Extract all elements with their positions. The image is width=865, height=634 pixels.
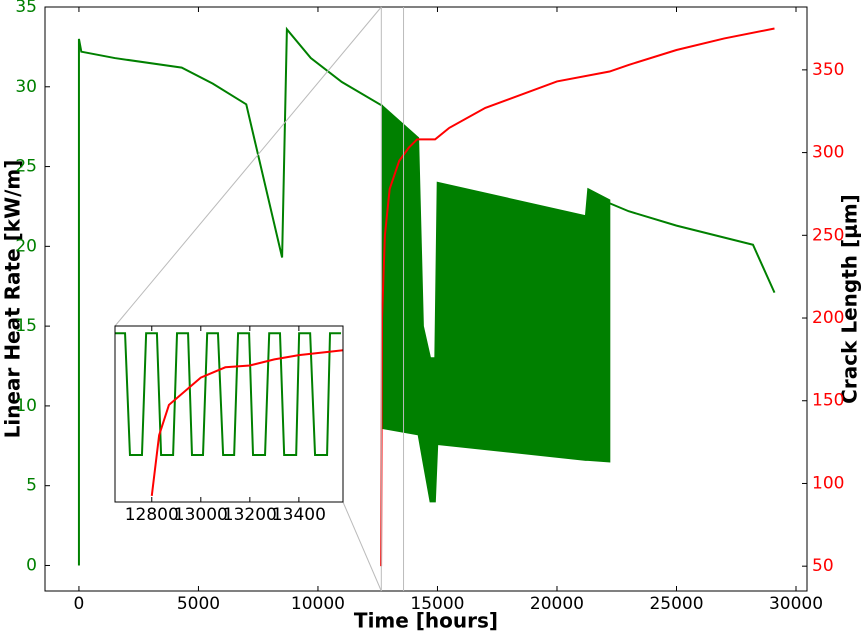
- plot-frame: [44, 6, 808, 592]
- data-line: [150, 349, 343, 497]
- y2-tick-label: 250: [812, 225, 844, 245]
- y-tick-label: 0: [26, 555, 37, 575]
- plot-area: [45, 7, 807, 591]
- x-tick-label: 13400: [272, 505, 326, 525]
- x-tick-label: 20000: [530, 594, 584, 614]
- y2-axis-label: Crack Length [μm]: [838, 194, 862, 404]
- y-tick-label: 25: [15, 157, 37, 177]
- zoom-connector: [114, 6, 382, 327]
- y-axis-label: Linear Heat Rate [kW/m]: [1, 160, 25, 439]
- x-tick-label: 5000: [177, 594, 220, 614]
- x-tick-label: 12800: [125, 505, 179, 525]
- y2-tick-label: 350: [812, 60, 844, 80]
- data-line: [609, 202, 776, 294]
- x-tick-label: 10000: [291, 594, 345, 614]
- y-tick-label: 30: [15, 77, 37, 97]
- x-axis-label: Time [hours]: [354, 609, 498, 633]
- data-line: [380, 27, 775, 567]
- plot-area: [115, 326, 343, 502]
- y2-tick-label: 100: [812, 473, 844, 493]
- zoom-connector: [342, 501, 382, 592]
- x-tick-label: 30000: [769, 594, 823, 614]
- x-tick-label: 0: [74, 594, 85, 614]
- y-tick-label: 5: [26, 476, 37, 496]
- x-tick-label: 15000: [410, 594, 464, 614]
- y-tick-label: 35: [15, 0, 37, 17]
- y-tick-label: 10: [15, 396, 37, 416]
- x-tick-label: 13000: [174, 505, 228, 525]
- data-line: [115, 332, 342, 456]
- data-line: [77, 26, 384, 566]
- plot-clip-group: [77, 26, 776, 567]
- y-tick-label: 20: [15, 236, 37, 256]
- x-tick-label: 13200: [223, 505, 277, 525]
- y2-tick-label: 150: [812, 391, 844, 411]
- x-tick-label: 25000: [649, 594, 703, 614]
- plot-frame: [114, 325, 344, 503]
- plot-clip-group: [115, 332, 343, 497]
- oscillation-band: [381, 104, 611, 503]
- y2-tick-label: 50: [812, 556, 834, 576]
- y2-tick-label: 300: [812, 143, 844, 163]
- y2-tick-label: 200: [812, 308, 844, 328]
- y-tick-label: 15: [15, 316, 37, 336]
